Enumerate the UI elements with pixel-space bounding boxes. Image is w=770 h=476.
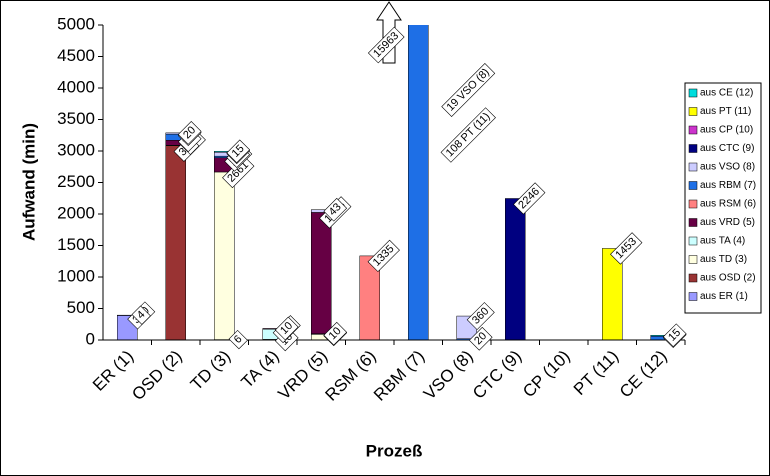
data-label: 15 [226,139,251,164]
data-label-box [131,305,151,325]
legend-swatch [688,218,698,227]
data-label: 20 [177,121,202,145]
legend-label: aus VRD (5) [700,217,755,228]
legend-swatch [688,292,698,301]
data-label-box [367,26,405,64]
legend-label: aus TA (4) [700,236,745,247]
data-label-box [466,302,495,331]
legend-swatch [688,181,698,190]
data-label-box [226,139,251,164]
legend-label: aus OSD (2) [700,273,756,284]
data-label-box [440,107,496,163]
legend-label: aus CE (12) [700,88,753,99]
data-label: 20 [468,326,493,351]
y-tick-label: 500 [67,298,95,317]
bar-segment [505,198,526,341]
bar-segment [165,145,186,341]
legend-label: aus RSM (6) [700,199,756,210]
legend-label: aus RBM (7) [700,180,756,191]
data-label-box [323,197,348,222]
legend-swatch [688,107,698,116]
legend-swatch [688,236,698,246]
data-label: 6 [228,329,248,350]
legend-label: aus TD (3) [700,254,747,265]
data-label: 4 [131,305,151,325]
data-label-box [367,239,400,273]
legend-swatch [688,199,698,209]
y-axis-label: Aufwand (min) [19,123,38,241]
data-label-box [513,182,546,215]
y-tick-label: 3500 [57,109,95,128]
data-label-box [228,329,248,350]
y-tick-label: 2000 [57,203,95,222]
legend-label: aus CP (10) [700,125,753,136]
y-tick-label: 4000 [57,77,95,96]
legend-swatch [688,273,698,283]
x-axis-label: Prozeß [366,441,423,460]
legend-swatch [688,255,698,264]
legend-label: aus PT (11) [700,106,751,117]
y-tick-label: 3000 [57,140,95,159]
legend-label: aus VSO (8) [700,162,755,173]
data-label: 10 [323,321,348,346]
legend-swatch [688,144,698,153]
legend-swatch [688,88,698,98]
y-tick-label: 4500 [57,46,95,65]
data-label: 43 [323,197,348,222]
legend-label: aus ER (1) [700,291,748,302]
data-label: 15 [662,323,687,348]
data-label-box [610,232,643,265]
y-tick-label: 0 [86,329,95,348]
bar-segment [214,171,235,340]
legend-box [684,82,762,314]
legend-label: aus CTC (9) [700,143,754,154]
y-tick-label: 2500 [57,172,95,191]
legend-swatch [688,162,698,172]
data-label-box [441,63,496,117]
bar-segment [408,25,429,341]
y-tick-label: 5000 [57,14,95,33]
legend-swatch [688,125,698,135]
bar-segment [311,212,332,334]
y-tick-label: 1000 [57,266,95,285]
data-label: 10 [274,316,299,341]
data-label-box [274,316,299,341]
data-label-box [468,326,493,351]
data-label-box [323,321,348,346]
data-label-box [177,121,202,145]
y-tick-label: 1500 [57,235,95,254]
data-label-box [662,323,687,348]
